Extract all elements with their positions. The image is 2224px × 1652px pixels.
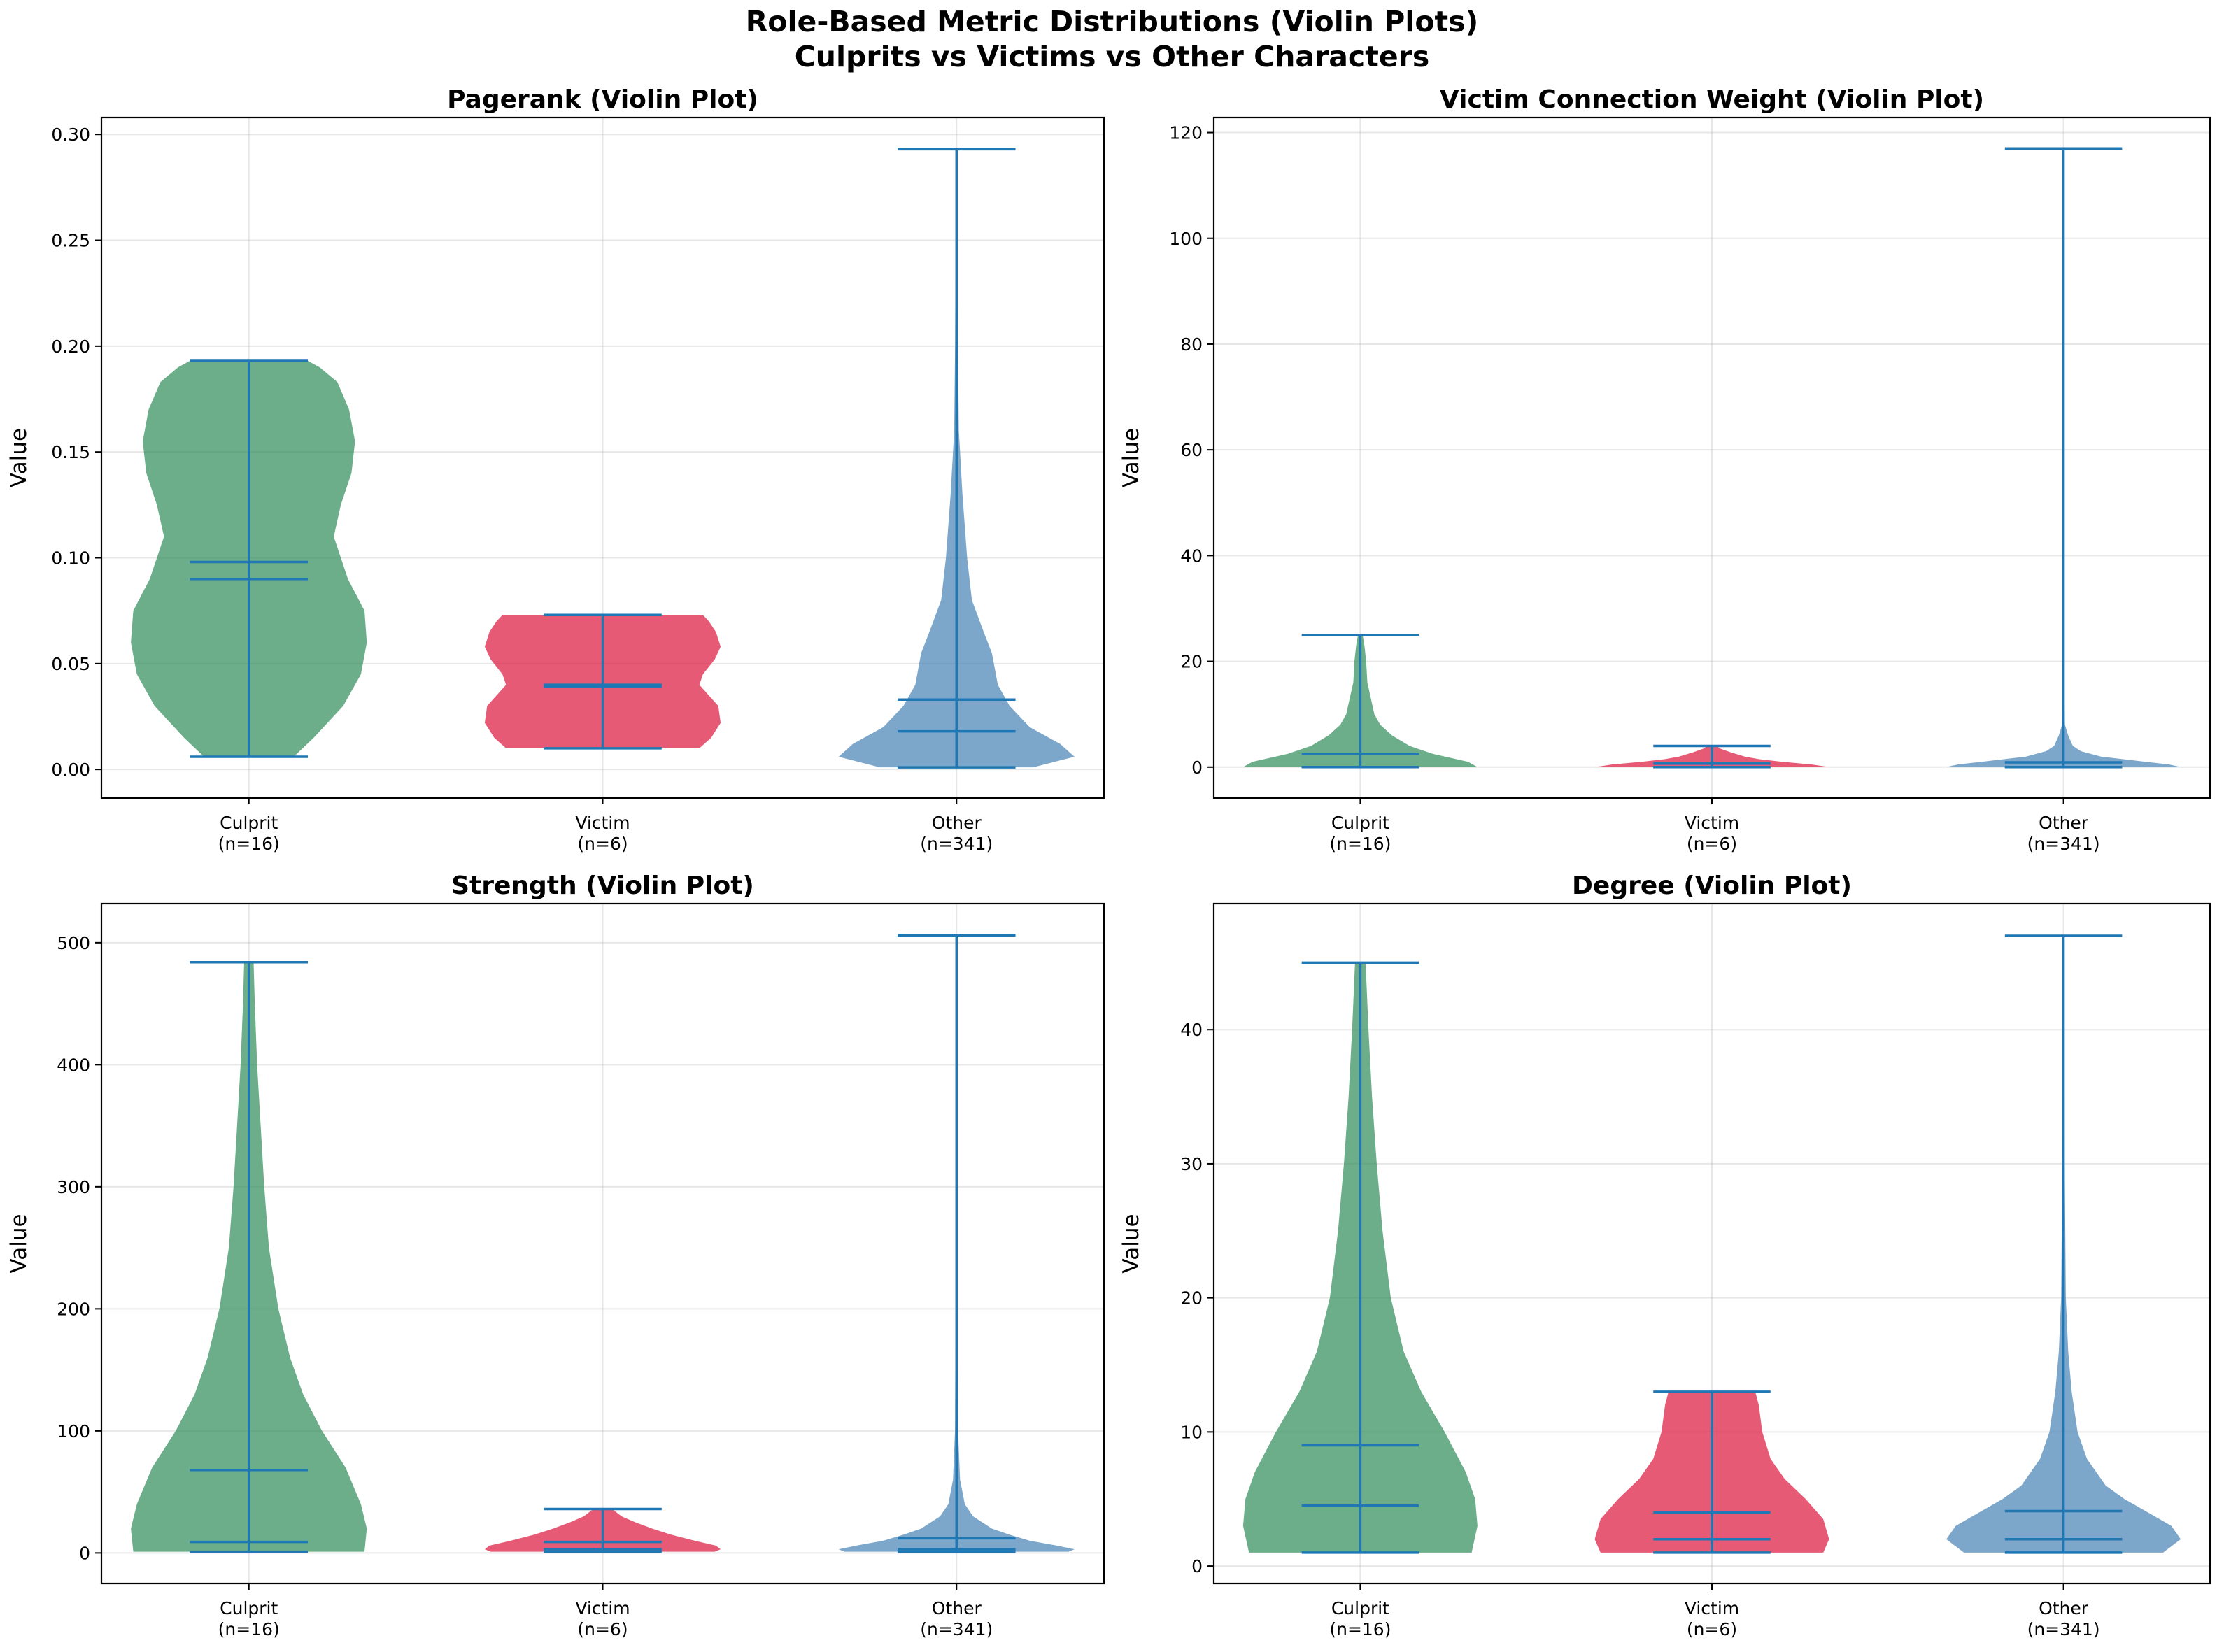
x-tick-label-line: Victim — [1685, 813, 1739, 833]
chart-panel-2: 0 20 40 60 80 100 120 Culprit (n=16) Victim (n=6) O… — [1119, 85, 2211, 854]
figure-title-line-2: Culprits vs Victims vs Other Characters — [794, 40, 1430, 73]
y-axis-label: Value — [1119, 1213, 1144, 1273]
y-tick-label: 0.00 — [51, 760, 90, 780]
x-tick-label-line: (n=16) — [218, 834, 280, 854]
y-tick-label: 80 — [1180, 334, 1203, 355]
x-tick-label-line: (n=16) — [1329, 1619, 1391, 1639]
y-axis-label: Value — [6, 1213, 31, 1273]
y-tick-label: 0 — [1191, 1556, 1203, 1576]
x-tick-label: Culprit (n=16) — [218, 813, 280, 854]
x-tick-label: Victim (n=6) — [575, 813, 630, 854]
x-tick-label-line: Other — [2039, 1598, 2089, 1618]
x-tick-label: Victim (n=6) — [1685, 1598, 1739, 1639]
y-tick-label: 0.05 — [51, 654, 90, 674]
figure-title-line-1: Role-Based Metric Distributions (Violin … — [745, 5, 1479, 38]
x-tick-label: Victim (n=6) — [575, 1598, 630, 1639]
y-tick-label: 0.10 — [51, 548, 90, 568]
subplot-title: Pagerank (Violin Plot) — [447, 85, 758, 114]
x-tick-label: Culprit (n=16) — [1329, 1598, 1391, 1639]
y-tick-label: 30 — [1180, 1154, 1203, 1174]
y-tick-label: 0.20 — [51, 336, 90, 357]
y-tick-label: 0.25 — [51, 231, 90, 251]
x-tick-label-line: Other — [932, 1598, 982, 1618]
x-tick-label-line: Victim — [1685, 1598, 1739, 1618]
subplot-title: Strength (Violin Plot) — [451, 871, 754, 900]
y-tick-label: 0.15 — [51, 442, 90, 462]
y-tick-label: 100 — [1169, 229, 1203, 249]
x-tick-label-line: (n=6) — [577, 1619, 628, 1639]
x-tick-label: Other (n=341) — [2027, 1598, 2100, 1639]
y-tick-label: 10 — [1180, 1422, 1203, 1442]
x-tick-label-line: (n=341) — [2027, 834, 2100, 854]
y-tick-label: 500 — [57, 933, 90, 953]
x-tick-label-line: (n=341) — [2027, 1619, 2100, 1639]
x-tick-label: Other (n=341) — [920, 813, 993, 854]
x-tick-label-line: (n=341) — [920, 834, 993, 854]
x-tick-label-line: (n=6) — [577, 834, 628, 854]
y-tick-label: 0 — [79, 1543, 90, 1563]
x-tick-label-line: Other — [2039, 813, 2089, 833]
y-axis-label: Value — [6, 428, 31, 487]
y-tick-label: 200 — [57, 1299, 90, 1319]
y-tick-label: 20 — [1180, 1288, 1203, 1309]
x-tick-label-line: Culprit — [220, 1598, 278, 1618]
x-tick-label-line: (n=6) — [1687, 834, 1737, 854]
y-tick-label: 400 — [57, 1055, 90, 1075]
y-tick-label: 300 — [57, 1177, 90, 1197]
y-tick-label: 40 — [1180, 1020, 1203, 1040]
x-tick-label: Culprit (n=16) — [1329, 813, 1391, 854]
subplot-title: Victim Connection Weight (Violin Plot) — [1440, 85, 1984, 114]
x-tick-label: Victim (n=6) — [1685, 813, 1739, 854]
x-tick-label: Other (n=341) — [2027, 813, 2100, 854]
y-tick-label: 120 — [1169, 123, 1203, 143]
y-tick-label: 60 — [1180, 440, 1203, 460]
x-tick-label-line: Other — [932, 813, 982, 833]
x-tick-label-line: Culprit — [1331, 813, 1389, 833]
x-tick-label-line: Victim — [575, 813, 630, 833]
x-tick-label: Other (n=341) — [920, 1598, 993, 1639]
x-tick-label-line: (n=16) — [1329, 834, 1391, 854]
x-tick-label-line: (n=16) — [218, 1619, 280, 1639]
y-tick-label: 0 — [1191, 757, 1203, 778]
x-tick-label-line: Victim — [575, 1598, 630, 1618]
y-tick-label: 20 — [1180, 652, 1203, 672]
y-tick-label: 100 — [57, 1421, 90, 1441]
x-tick-label-line: (n=6) — [1687, 1619, 1737, 1639]
chart-panel-1: 0.00 0.05 0.10 0.15 0.20 0.25 0.30 Culprit (n=16… — [6, 85, 1105, 854]
figure-title: Role-Based Metric Distributions (Violin … — [0, 4, 2224, 74]
chart-panel-3: 0 100 200 300 400 500 Culprit (n=16) Victim (n=6)… — [6, 871, 1105, 1639]
x-tick-label: Culprit (n=16) — [218, 1598, 280, 1639]
y-tick-label: 0.30 — [51, 124, 90, 145]
x-tick-label-line: Culprit — [1331, 1598, 1389, 1618]
y-tick-label: 40 — [1180, 546, 1203, 566]
x-tick-label-line: Culprit — [220, 813, 278, 833]
x-tick-label-line: (n=341) — [920, 1619, 993, 1639]
subplot-title: Degree (Violin Plot) — [1572, 871, 1852, 900]
y-axis-label: Value — [1119, 428, 1144, 487]
